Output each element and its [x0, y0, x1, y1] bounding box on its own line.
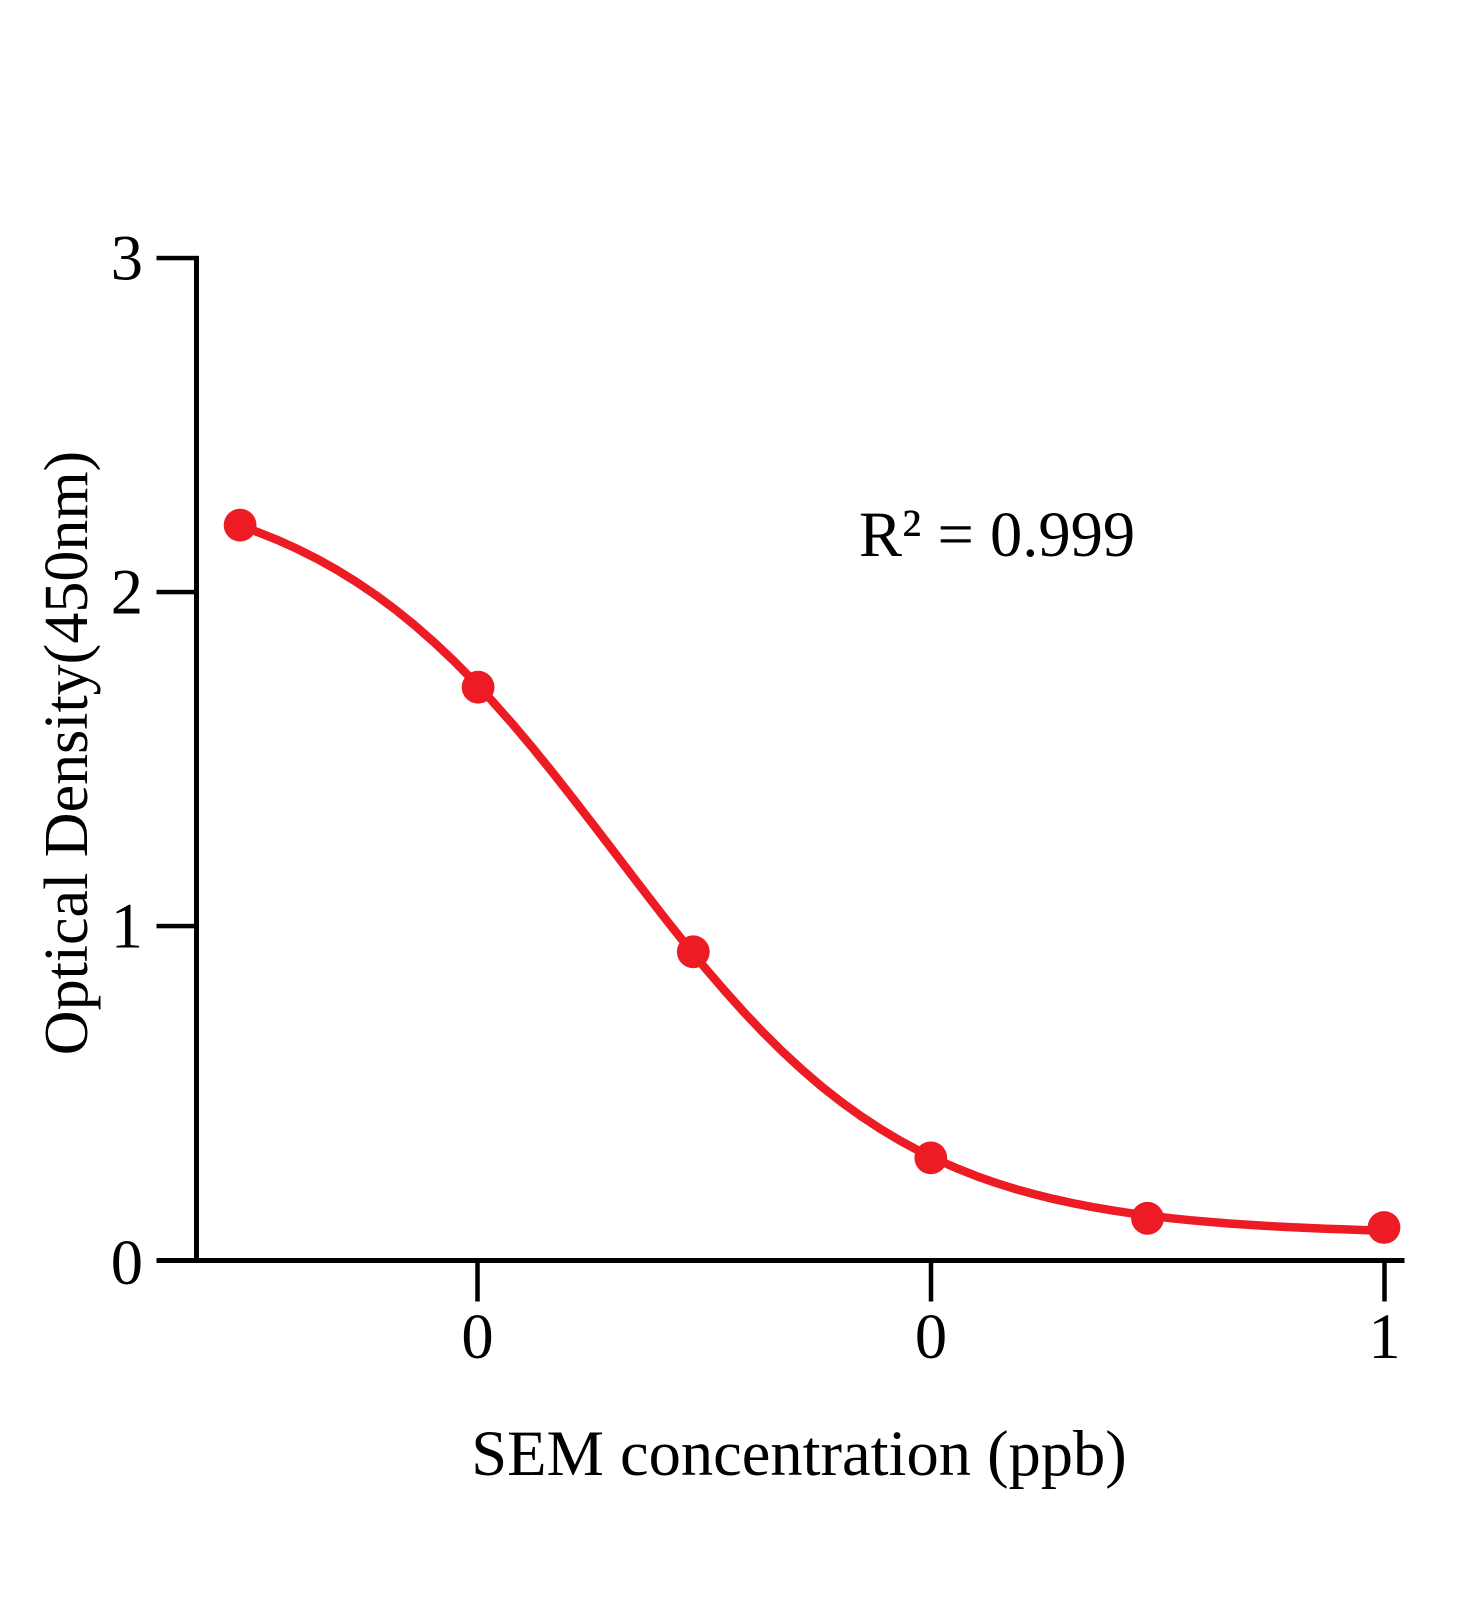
svg-text:0: 0 [111, 1227, 143, 1298]
svg-text:0: 0 [915, 1301, 947, 1372]
svg-text:Optical Density(450nm): Optical Density(450nm) [33, 451, 101, 1055]
svg-text:3: 3 [111, 223, 143, 294]
svg-text:SEM concentration (ppb): SEM concentration (ppb) [471, 1418, 1127, 1489]
svg-text:1: 1 [1368, 1301, 1400, 1372]
svg-text:R² = 0.999: R² = 0.999 [859, 496, 1135, 570]
svg-text:0: 0 [461, 1301, 493, 1372]
svg-text:2: 2 [111, 557, 143, 628]
svg-text:1: 1 [111, 891, 143, 962]
